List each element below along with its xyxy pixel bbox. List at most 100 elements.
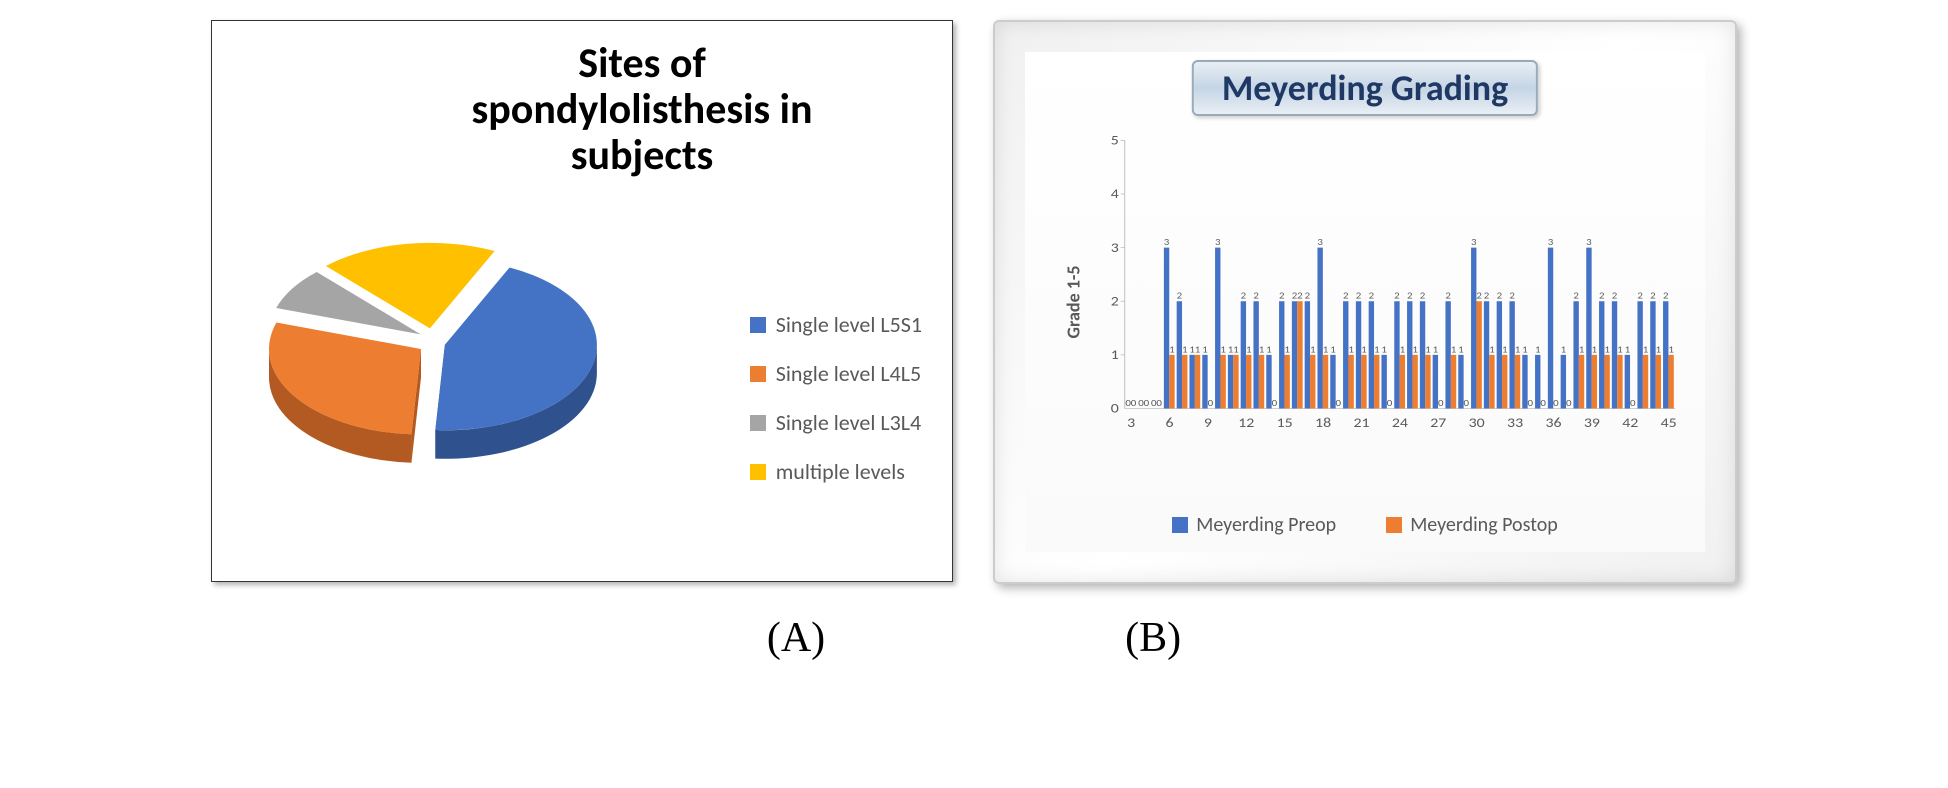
- legend-swatch: [750, 415, 766, 431]
- svg-text:0: 0: [1156, 397, 1162, 409]
- svg-text:1: 1: [1330, 343, 1336, 355]
- bar-chart: 0123450000003121111031112121102122213110…: [1090, 132, 1685, 442]
- svg-text:1: 1: [1361, 343, 1367, 355]
- charts-row: Sites of spondylolisthesis in subjects S…: [211, 20, 1737, 584]
- svg-text:42: 42: [1622, 414, 1638, 430]
- svg-text:1: 1: [1111, 346, 1119, 362]
- legend-label: Meyerding Postop: [1410, 513, 1558, 537]
- svg-text:3: 3: [1548, 236, 1554, 248]
- legend-label: multiple levels: [776, 458, 905, 485]
- svg-text:2: 2: [1599, 290, 1605, 302]
- svg-text:0: 0: [1630, 397, 1636, 409]
- svg-text:2: 2: [1637, 290, 1643, 302]
- svg-text:0: 0: [1336, 397, 1342, 409]
- svg-text:1: 1: [1643, 343, 1649, 355]
- svg-text:3: 3: [1317, 236, 1323, 248]
- svg-text:1: 1: [1535, 343, 1541, 355]
- svg-text:6: 6: [1165, 414, 1173, 430]
- svg-text:1: 1: [1323, 343, 1329, 355]
- svg-text:2: 2: [1476, 290, 1482, 302]
- svg-text:1: 1: [1458, 343, 1464, 355]
- svg-text:2: 2: [1305, 290, 1311, 302]
- svg-text:1: 1: [1374, 343, 1380, 355]
- svg-text:1: 1: [1433, 343, 1439, 355]
- svg-text:0: 0: [1387, 397, 1393, 409]
- svg-text:2: 2: [1356, 290, 1362, 302]
- svg-text:1: 1: [1246, 343, 1252, 355]
- svg-text:2: 2: [1612, 290, 1618, 302]
- pie-legend-item: multiple levels: [750, 458, 922, 485]
- legend-label: Single level L4L5: [776, 360, 921, 387]
- svg-text:1: 1: [1381, 343, 1387, 355]
- svg-text:18: 18: [1315, 414, 1331, 430]
- svg-text:2: 2: [1573, 290, 1579, 302]
- panel-a-label: (A): [767, 614, 825, 662]
- svg-text:0: 0: [1438, 397, 1444, 409]
- svg-text:36: 36: [1545, 414, 1561, 430]
- svg-text:1: 1: [1592, 343, 1598, 355]
- svg-text:2: 2: [1484, 290, 1490, 302]
- svg-text:2: 2: [1407, 290, 1413, 302]
- svg-text:1: 1: [1400, 343, 1406, 355]
- svg-text:33: 33: [1507, 414, 1523, 430]
- svg-text:1: 1: [1625, 343, 1631, 355]
- pie-chart: [242, 181, 622, 521]
- svg-text:0: 0: [1131, 397, 1137, 409]
- svg-text:1: 1: [1579, 343, 1585, 355]
- svg-text:3: 3: [1215, 236, 1221, 248]
- svg-text:3: 3: [1586, 236, 1592, 248]
- svg-text:5: 5: [1111, 132, 1119, 148]
- pie-legend-item: Single level L4L5: [750, 360, 922, 387]
- legend-swatch: [1172, 517, 1188, 533]
- svg-text:2: 2: [1509, 290, 1515, 302]
- svg-text:2: 2: [1279, 290, 1285, 302]
- svg-text:1: 1: [1489, 343, 1495, 355]
- bar-legend-item: Meyerding Preop: [1172, 513, 1336, 537]
- svg-text:3: 3: [1471, 236, 1477, 248]
- svg-text:1: 1: [1195, 343, 1201, 355]
- svg-text:1: 1: [1451, 343, 1457, 355]
- svg-text:9: 9: [1204, 414, 1212, 430]
- svg-text:45: 45: [1661, 414, 1677, 430]
- svg-text:1: 1: [1617, 343, 1623, 355]
- bar-title: Meyerding Grading: [1192, 60, 1538, 116]
- svg-text:12: 12: [1238, 414, 1254, 430]
- svg-text:3: 3: [1111, 239, 1119, 255]
- svg-text:2: 2: [1663, 290, 1669, 302]
- svg-text:1: 1: [1502, 343, 1508, 355]
- svg-text:0: 0: [1540, 397, 1546, 409]
- panel-a: Sites of spondylolisthesis in subjects S…: [211, 20, 953, 582]
- svg-text:2: 2: [1253, 290, 1259, 302]
- svg-text:1: 1: [1220, 343, 1226, 355]
- pie-legend-item: Single level L3L4: [750, 409, 922, 436]
- legend-swatch: [750, 366, 766, 382]
- svg-text:15: 15: [1277, 414, 1293, 430]
- sub-labels: (A) (B): [767, 614, 1181, 662]
- svg-text:1: 1: [1561, 343, 1567, 355]
- svg-text:1: 1: [1425, 343, 1431, 355]
- svg-text:2: 2: [1297, 290, 1303, 302]
- svg-text:27: 27: [1430, 414, 1446, 430]
- svg-text:1: 1: [1169, 343, 1175, 355]
- panel-b-inner: Meyerding Grading Grade 1-5 012345000000…: [1025, 52, 1705, 552]
- svg-text:0: 0: [1144, 397, 1150, 409]
- svg-text:2: 2: [1177, 290, 1183, 302]
- svg-text:24: 24: [1392, 414, 1409, 430]
- svg-text:2: 2: [1650, 290, 1656, 302]
- svg-text:0: 0: [1111, 400, 1120, 416]
- svg-text:1: 1: [1522, 343, 1528, 355]
- pie-title: Sites of spondylolisthesis in subjects: [452, 41, 832, 180]
- svg-text:0: 0: [1528, 397, 1534, 409]
- svg-text:2: 2: [1343, 290, 1349, 302]
- svg-text:1: 1: [1668, 343, 1674, 355]
- svg-text:0: 0: [1566, 397, 1572, 409]
- svg-text:2: 2: [1420, 290, 1426, 302]
- svg-text:1: 1: [1182, 343, 1188, 355]
- legend-label: Single level L5S1: [776, 311, 922, 338]
- svg-text:4: 4: [1111, 185, 1120, 201]
- legend-swatch: [1386, 517, 1402, 533]
- svg-text:1: 1: [1604, 343, 1610, 355]
- bar-legend-item: Meyerding Postop: [1386, 513, 1558, 537]
- panel-b: Meyerding Grading Grade 1-5 012345000000…: [993, 20, 1737, 584]
- legend-swatch: [750, 464, 766, 480]
